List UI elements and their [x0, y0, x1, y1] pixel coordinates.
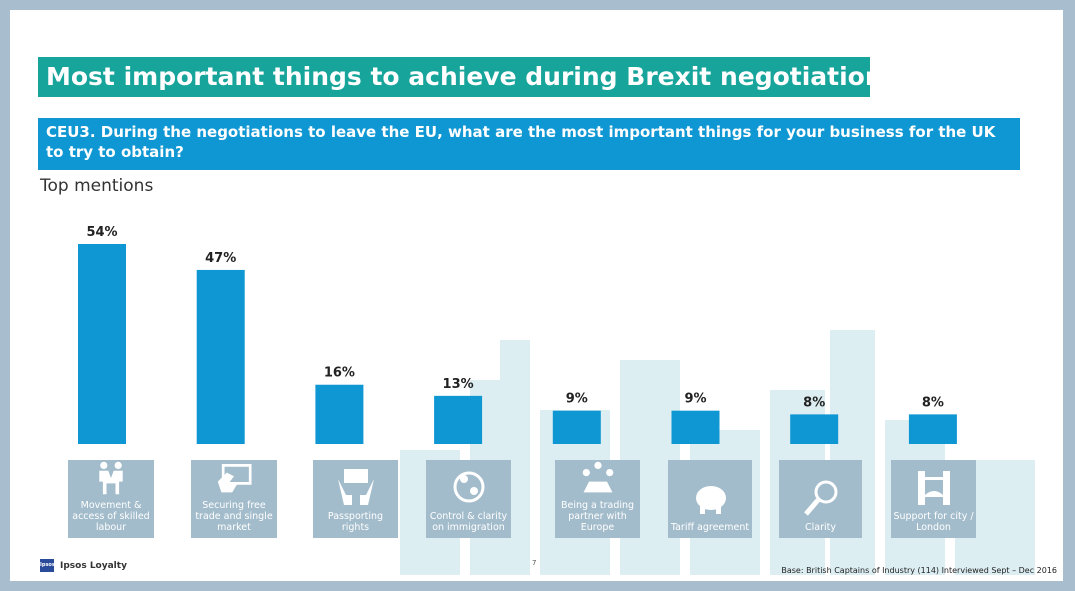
- category-label: Clarity: [805, 522, 836, 533]
- bar: [908, 414, 957, 444]
- tower-bridge-icon: [917, 471, 950, 505]
- page-number: 7: [532, 559, 537, 567]
- slide-title: Most important things to achieve during …: [38, 57, 898, 97]
- bar: [790, 414, 839, 444]
- bar: [196, 269, 245, 444]
- chart-subtitle: Top mentions: [40, 176, 154, 196]
- question-text: CEU3. During the negotiations to leave t…: [38, 118, 1020, 170]
- data-label: 13%: [443, 377, 474, 392]
- category-tile: Passporting rights: [313, 460, 398, 538]
- credit-card-icon: [217, 464, 252, 493]
- category-label: Support for city / London: [893, 511, 974, 533]
- data-label: 8%: [803, 395, 825, 410]
- meeting-table-icon: [582, 461, 613, 493]
- data-label: 9%: [566, 392, 588, 407]
- bar: [315, 384, 364, 444]
- data-label: 8%: [922, 395, 944, 410]
- category-tile: Securing free trade and single market: [191, 460, 277, 538]
- piggy-bank-icon: [696, 486, 726, 514]
- category-tile: Being a trading partner with Europe: [555, 460, 640, 538]
- category-tile: Control & clarity on immigration: [426, 460, 511, 538]
- bar: [434, 395, 483, 444]
- magnifier-icon: [803, 480, 837, 516]
- category-tile: Movement & access of skilled labour: [68, 460, 154, 538]
- data-label: 16%: [324, 366, 355, 381]
- data-label: 54%: [86, 225, 117, 240]
- data-label: 47%: [205, 251, 236, 266]
- ipsos-logo-mark: Ipsos: [40, 559, 55, 572]
- category-tile: Clarity: [779, 460, 862, 538]
- category-label: Tariff agreement: [670, 522, 750, 533]
- handshake-icon: [99, 461, 123, 495]
- category-tile: Tariff agreement: [668, 460, 752, 538]
- brand-name: Ipsos Loyalty: [60, 560, 127, 571]
- data-label: 9%: [684, 392, 706, 407]
- people-cycle-icon: [453, 471, 484, 503]
- category-tile: Support for city / London: [891, 460, 976, 538]
- category-label: Control & clarity on immigration: [429, 511, 508, 533]
- category-label: Movement & access of skilled labour: [72, 500, 150, 533]
- money-hands-icon: [337, 469, 374, 505]
- category-label: Being a trading partner with Europe: [560, 500, 635, 533]
- bar: [78, 244, 126, 444]
- category-label: Securing free trade and single market: [195, 500, 273, 533]
- category-label: Passporting rights: [327, 511, 384, 533]
- base-note: Base: British Captains of Industry (114)…: [781, 566, 1057, 575]
- bar: [552, 410, 601, 444]
- ipsos-logo: Ipsos Ipsos Loyalty: [40, 559, 127, 572]
- bar: [671, 410, 720, 444]
